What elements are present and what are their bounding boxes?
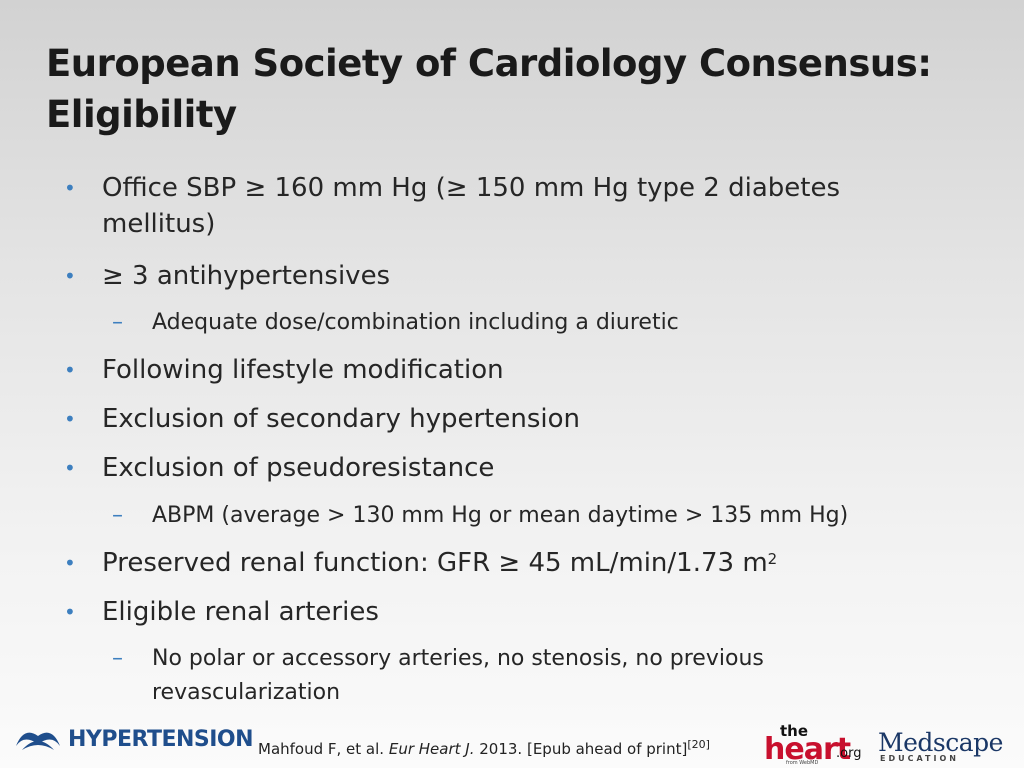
bullet-item: • Preserved renal function: GFR ≥ 45 mL/… bbox=[64, 545, 944, 581]
bullet-text: Eligible renal arteries bbox=[102, 597, 379, 627]
sub-bullet-item: – Adequate dose/combination including a … bbox=[112, 306, 972, 340]
slide-title-line-2: Eligibility bbox=[46, 93, 237, 136]
theheart-from: from WebMD bbox=[786, 760, 819, 766]
bullet-text: ≥ 3 antihypertensives bbox=[102, 261, 391, 291]
hypertension-mark-icon bbox=[16, 732, 60, 750]
theheart-heart: heart bbox=[764, 732, 851, 767]
bullet-dot: • bbox=[64, 176, 76, 200]
bullet-dot: • bbox=[64, 456, 76, 480]
hypertension-logo-text: HYPERTENSION bbox=[68, 726, 254, 752]
bullet-text: Office SBP ≥ 160 mm Hg (≥ 150 mm Hg type… bbox=[102, 173, 840, 203]
sub-bullet-text: No polar or accessory arteries, no steno… bbox=[152, 646, 764, 671]
bullet-dot: • bbox=[64, 600, 76, 624]
bullet-item: • Exclusion of secondary hypertension bbox=[64, 401, 944, 437]
medscape-education: EDUCATION bbox=[880, 754, 959, 763]
bullet-item: • ≥ 3 antihypertensives bbox=[64, 258, 944, 294]
citation: Mahfoud F, et al. Eur Heart J. 2013. [Ep… bbox=[258, 738, 710, 758]
bullet-item: • Office SBP ≥ 160 mm Hg (≥ 150 mm Hg ty… bbox=[64, 170, 944, 242]
bullet-dot: • bbox=[64, 407, 76, 431]
bullet-item: • Exclusion of pseudoresistance bbox=[64, 450, 944, 486]
bullet-text-continued: mellitus) bbox=[102, 209, 216, 239]
bullet-item: • Following lifestyle modification bbox=[64, 352, 944, 388]
theheart-logo: the heart .org from WebMD bbox=[764, 720, 862, 767]
sub-bullet-text-continued: revascularization bbox=[152, 680, 341, 705]
bullet-dot: • bbox=[64, 264, 76, 288]
sub-bullet-dash: – bbox=[112, 310, 123, 335]
bullet-text: Exclusion of secondary hypertension bbox=[102, 404, 580, 434]
superscript: 2 bbox=[767, 550, 778, 568]
medscape-wordmark: Medscape bbox=[878, 728, 1003, 757]
bullet-dot: • bbox=[64, 358, 76, 382]
medscape-logo: Medscape EDUCATION bbox=[878, 728, 1003, 764]
bullet-item: • Eligible renal arteries bbox=[64, 594, 944, 630]
bullet-text-main: Preserved renal function: GFR ≥ 45 mL/mi… bbox=[102, 548, 768, 578]
citation-authors: Mahfoud F, et al. bbox=[258, 740, 389, 758]
sub-bullet-item: – No polar or accessory arteries, no ste… bbox=[112, 642, 972, 710]
sub-bullet-item: – ABPM (average > 130 mm Hg or mean dayt… bbox=[112, 499, 972, 533]
hypertension-logo: HYPERTENSION bbox=[14, 722, 254, 756]
slide-title: European Society of Cardiology Consensus… bbox=[46, 38, 996, 140]
sub-bullet-text: ABPM (average > 130 mm Hg or mean daytim… bbox=[152, 503, 849, 528]
sub-bullet-dash: – bbox=[112, 646, 123, 671]
bullet-dot: • bbox=[64, 551, 76, 575]
citation-reference: [20] bbox=[687, 738, 710, 751]
sub-bullet-text: Adequate dose/combination including a di… bbox=[152, 310, 679, 335]
citation-details: 2013. [Epub ahead of print] bbox=[474, 740, 688, 758]
theheart-org: .org bbox=[836, 746, 862, 761]
bullet-text: Preserved renal function: GFR ≥ 45 mL/mi… bbox=[102, 545, 944, 581]
sub-bullet-dash: – bbox=[112, 503, 123, 528]
slide-title-line-1: European Society of Cardiology Consensus… bbox=[46, 42, 932, 85]
theheart-the: the bbox=[780, 722, 809, 740]
bullet-text: Exclusion of pseudoresistance bbox=[102, 453, 495, 483]
citation-journal: Eur Heart J. bbox=[388, 740, 475, 758]
bullet-text: Following lifestyle modification bbox=[102, 355, 504, 385]
